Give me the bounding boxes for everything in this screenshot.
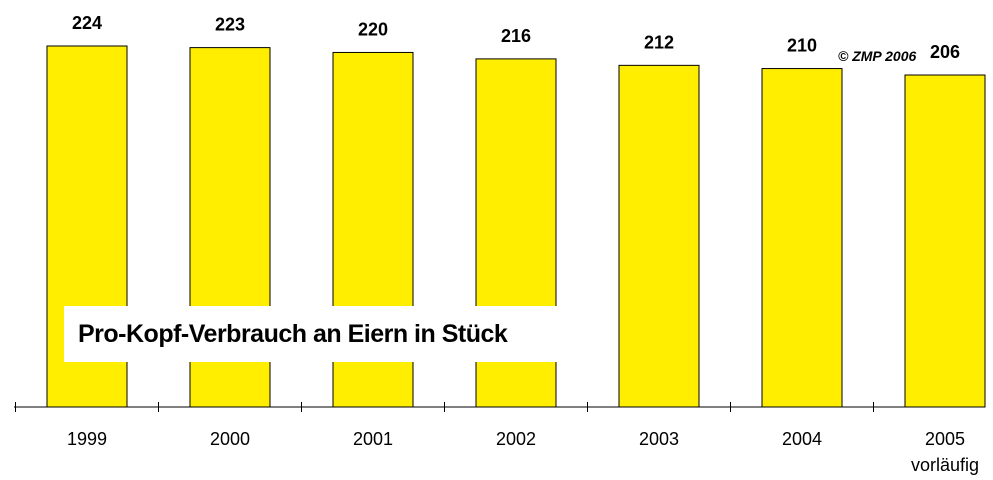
data-label: 220 [358, 19, 388, 39]
x-tick-label: 2005 [925, 429, 965, 449]
x-tick-label: 2002 [496, 429, 536, 449]
data-label: 206 [930, 42, 960, 62]
chart-title-box: Pro-Kopf-Verbrauch an Eiern in Stück [64, 306, 582, 362]
data-label: 212 [644, 32, 674, 52]
x-tick-note: vorläufig [911, 455, 979, 475]
bar [618, 64, 700, 408]
x-tick-label: 2003 [639, 429, 679, 449]
bar [761, 68, 843, 408]
x-tick-label: 1999 [67, 429, 107, 449]
chart-title: Pro-Kopf-Verbrauch an Eiern in Stück [78, 319, 508, 348]
bar [904, 74, 986, 408]
x-tick-label: 2001 [353, 429, 393, 449]
data-label: 216 [501, 26, 531, 46]
copyright-label: © ZMP 2006 [838, 48, 917, 64]
x-tick-label: 2004 [782, 429, 822, 449]
data-label: 210 [787, 36, 817, 56]
data-label: 223 [215, 15, 245, 35]
data-label: 224 [72, 13, 102, 33]
x-tick-label: 2000 [210, 429, 250, 449]
